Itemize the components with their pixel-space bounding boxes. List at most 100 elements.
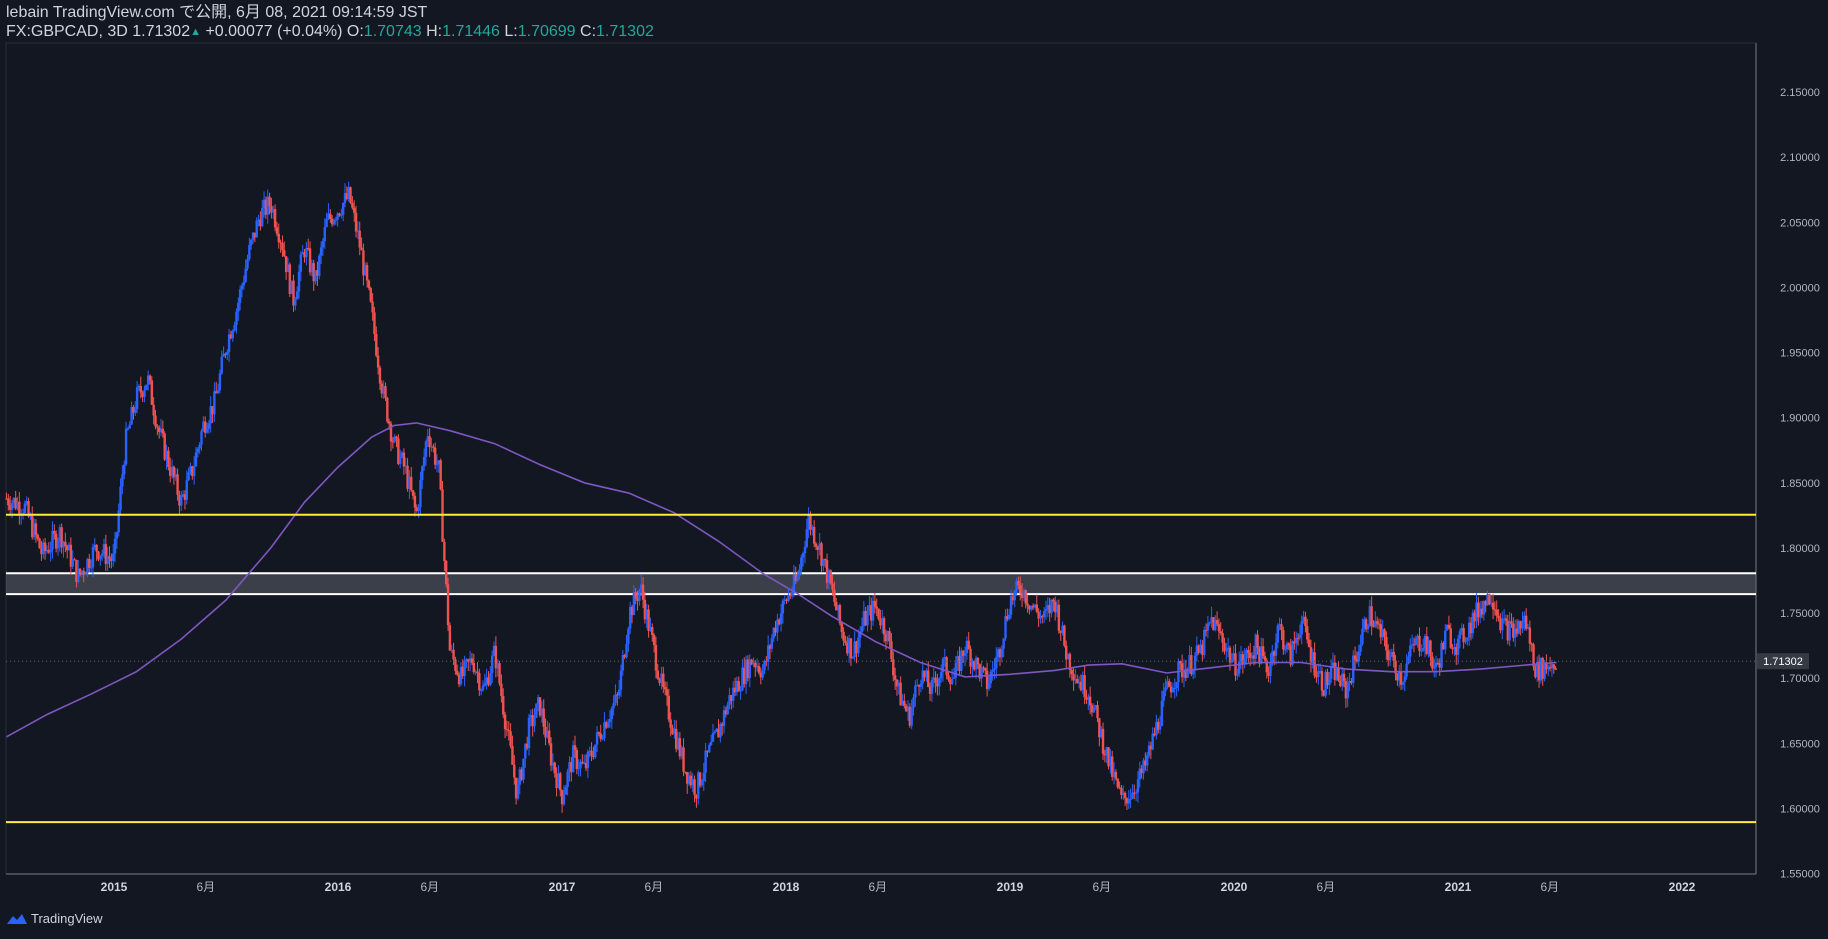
candle-body bbox=[686, 772, 689, 784]
candle-body bbox=[952, 677, 956, 679]
candle-body bbox=[527, 717, 531, 749]
candle-body bbox=[1077, 681, 1081, 684]
candle-body bbox=[450, 649, 453, 651]
candle-body bbox=[503, 714, 507, 730]
candle-body bbox=[525, 743, 529, 749]
candle-body bbox=[137, 385, 141, 388]
candle-body bbox=[1539, 658, 1543, 681]
candle-body bbox=[967, 640, 970, 649]
candle-body bbox=[612, 703, 615, 709]
candle-body bbox=[102, 544, 106, 554]
price-tick-label: 2.10000 bbox=[1780, 152, 1820, 164]
candle-body bbox=[796, 575, 799, 581]
candle-body bbox=[987, 683, 991, 689]
symbol-label[interactable]: FX:GBPCAD, 3D bbox=[6, 23, 128, 40]
candle-body bbox=[421, 466, 424, 480]
candle-body bbox=[1291, 641, 1294, 665]
candle-body bbox=[579, 761, 582, 769]
candle-body bbox=[698, 772, 702, 786]
candle-body bbox=[1072, 674, 1075, 681]
candle-body bbox=[1271, 651, 1274, 663]
candle-body bbox=[1212, 617, 1215, 631]
candle-body bbox=[594, 744, 597, 758]
candle-body bbox=[1009, 596, 1013, 615]
candle-body bbox=[246, 259, 249, 269]
candle-body bbox=[540, 708, 544, 716]
candle-body bbox=[792, 574, 796, 592]
candle-body bbox=[1501, 619, 1504, 631]
candle-body bbox=[270, 206, 273, 213]
time-axis[interactable]: 2015 6月 2016 6月 2017 6月 2018 6月 2019 6月 2020 6月 2021… bbox=[101, 880, 1696, 894]
candle-body bbox=[595, 732, 599, 745]
candle-body bbox=[415, 507, 418, 511]
candle-body bbox=[870, 605, 873, 621]
candle-body bbox=[209, 406, 212, 424]
candle-body bbox=[51, 530, 54, 550]
candle-body bbox=[1364, 619, 1368, 630]
candle-body bbox=[649, 627, 652, 631]
candle-body bbox=[391, 441, 395, 443]
candle-body bbox=[715, 728, 718, 732]
candle-body bbox=[1081, 675, 1084, 691]
candle-body bbox=[1151, 733, 1154, 750]
candle-body bbox=[663, 687, 667, 690]
candle-body bbox=[367, 280, 371, 289]
candle-body bbox=[1022, 590, 1026, 598]
candle-body bbox=[1153, 733, 1156, 736]
candle-body bbox=[903, 700, 906, 706]
candle-body bbox=[181, 494, 185, 497]
time-tick-label: 2017 bbox=[549, 880, 576, 894]
candle-body bbox=[982, 667, 985, 669]
candle-body bbox=[439, 460, 442, 490]
candle-body bbox=[215, 391, 218, 394]
candle-body bbox=[88, 558, 91, 568]
candle-body bbox=[536, 697, 540, 704]
candle-body bbox=[1195, 645, 1199, 656]
candle-body bbox=[369, 288, 372, 302]
candle-body bbox=[1348, 681, 1351, 684]
candle-body bbox=[1155, 721, 1158, 736]
candle-body bbox=[1458, 631, 1462, 639]
candle-body bbox=[1370, 606, 1373, 627]
candle-body bbox=[268, 196, 271, 207]
candle-body bbox=[737, 681, 740, 692]
candle-body bbox=[1210, 617, 1213, 623]
candle-body bbox=[1410, 644, 1414, 646]
candle-body bbox=[141, 392, 144, 397]
time-tick-label: 2022 bbox=[1669, 880, 1696, 894]
candle-body bbox=[1004, 615, 1007, 639]
candle-body bbox=[912, 697, 915, 708]
price-tick-label: 1.65000 bbox=[1780, 738, 1820, 750]
candle-body bbox=[1201, 644, 1204, 655]
candle-body bbox=[1193, 655, 1197, 670]
candle-body bbox=[1289, 645, 1292, 665]
candle-body bbox=[222, 353, 225, 357]
candle-body bbox=[822, 559, 825, 566]
candle-body bbox=[995, 656, 998, 669]
candle-body bbox=[314, 270, 317, 282]
candle-body bbox=[901, 700, 904, 706]
candle-body bbox=[603, 722, 606, 739]
candle-body bbox=[1486, 594, 1489, 606]
candle-body bbox=[971, 661, 974, 667]
low-label: L: bbox=[504, 23, 518, 40]
candle-body bbox=[1024, 590, 1027, 604]
candle-body bbox=[991, 670, 994, 672]
candle-body bbox=[954, 662, 958, 678]
candle-body bbox=[1464, 640, 1467, 643]
time-tick-label: 2021 bbox=[1445, 880, 1472, 894]
candle-body bbox=[590, 750, 593, 756]
candle-body bbox=[619, 670, 623, 690]
candle-body bbox=[673, 728, 676, 735]
brand-label[interactable]: TradingView bbox=[31, 911, 103, 926]
candle-body bbox=[152, 404, 155, 416]
price-tick-label: 1.75000 bbox=[1780, 608, 1820, 620]
candle-body bbox=[969, 648, 972, 667]
candle-body bbox=[1467, 622, 1471, 638]
candle-body bbox=[516, 784, 520, 799]
candle-body bbox=[395, 436, 398, 439]
candle-body bbox=[1111, 756, 1114, 777]
candle-body bbox=[632, 592, 636, 616]
price-axis[interactable]: 2.15000 2.10000 2.05000 2.00000 1.95000 1.900… bbox=[1780, 87, 1820, 881]
